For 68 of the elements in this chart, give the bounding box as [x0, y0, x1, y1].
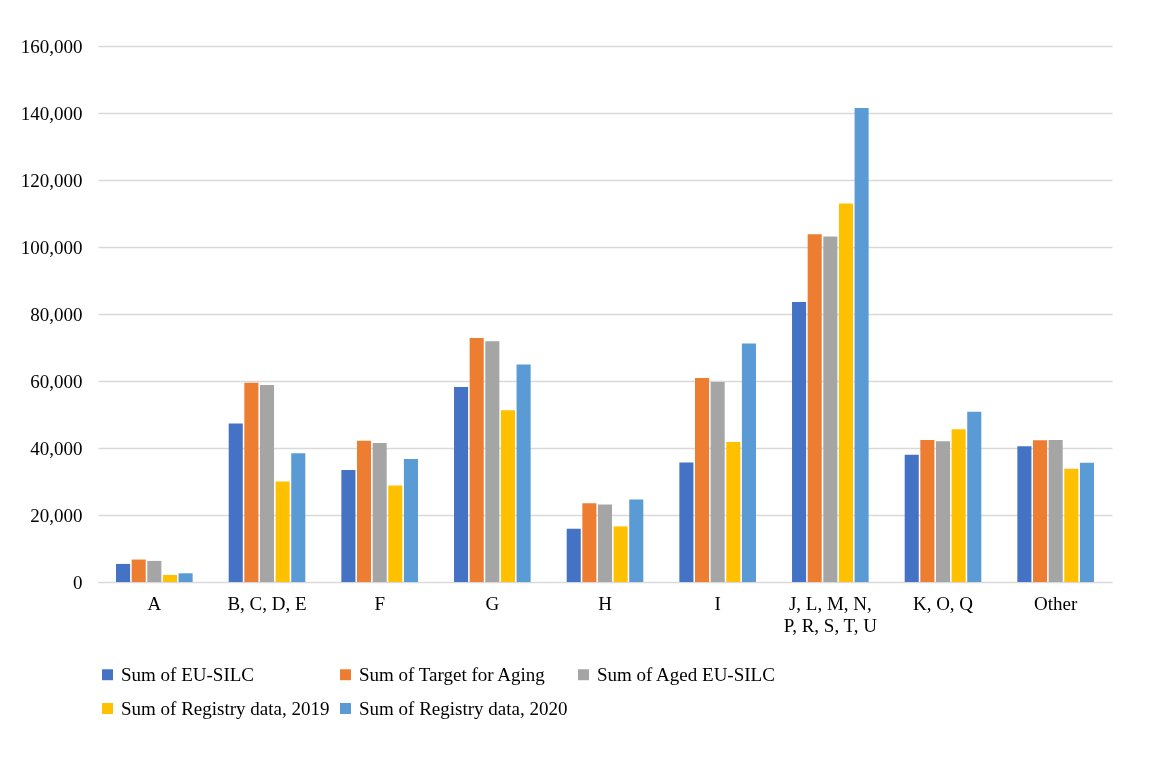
bar: [372, 442, 387, 582]
bar: [807, 234, 822, 582]
bar: [710, 382, 725, 582]
bar: [582, 503, 597, 582]
y-tick-label: 40,000: [30, 437, 83, 459]
bar: [566, 528, 581, 582]
bar: [967, 411, 982, 582]
x-tick-label: A: [147, 592, 162, 614]
legend-label: Sum of Registry data, 2020: [359, 697, 568, 719]
legend-label: Sum of EU-SILC: [121, 663, 254, 685]
bar: [291, 453, 306, 582]
legend-label: Sum of Target for Aging: [359, 663, 546, 685]
bar: [792, 301, 807, 582]
bar: [1064, 468, 1079, 582]
legend-label: Sum of Aged EU-SILC: [597, 663, 775, 685]
bar: [469, 338, 484, 582]
bar: [838, 203, 853, 582]
y-tick-label: 60,000: [30, 370, 83, 392]
bar: [854, 107, 869, 582]
bar: [679, 462, 694, 582]
y-tick-label: 0: [73, 571, 83, 593]
y-tick-label: 120,000: [20, 169, 83, 191]
x-tick-label: H: [598, 592, 613, 614]
bar: [1033, 440, 1048, 582]
y-tick-label: 160,000: [20, 35, 83, 57]
x-tick-label: K, O, Q: [912, 592, 974, 614]
bar: [388, 485, 403, 582]
bar: [116, 563, 131, 582]
bar: [403, 459, 418, 582]
x-tick-label: J, L, M, N, P, R, S, T, U: [783, 592, 878, 636]
x-tick-label: B, C, D, E: [227, 592, 307, 614]
bar: [244, 382, 259, 582]
bar: [920, 439, 935, 582]
bar: [357, 440, 372, 582]
bar: [629, 499, 644, 582]
bar: [1017, 446, 1032, 582]
x-tick-label: G: [485, 592, 500, 614]
bar: [695, 377, 710, 582]
bar: [454, 387, 469, 582]
bar: [500, 410, 515, 582]
bar: [516, 364, 531, 582]
bar: [1079, 462, 1094, 582]
bar: [1048, 439, 1063, 582]
bar: [228, 423, 243, 582]
bar: [162, 574, 177, 582]
bar: [904, 454, 919, 582]
y-tick-label: 100,000: [20, 236, 83, 258]
x-tick-label: F: [374, 592, 385, 614]
x-tick-label: I: [714, 592, 721, 614]
y-tick-label: 20,000: [30, 504, 83, 526]
x-tick-label: Other: [1034, 592, 1078, 614]
bar: [485, 341, 500, 582]
y-tick-label: 140,000: [20, 102, 83, 124]
bar: [613, 526, 628, 582]
bar: [951, 429, 966, 582]
bar: [147, 560, 162, 582]
bar: [935, 441, 951, 582]
bar: [597, 504, 613, 582]
bar: [275, 481, 290, 582]
bar: [823, 236, 838, 582]
y-tick-label: 80,000: [30, 303, 83, 325]
bar: [259, 385, 275, 582]
bar: [726, 441, 741, 582]
bar: [341, 470, 356, 582]
bar: [131, 559, 146, 582]
legend-label: Sum of Registry data, 2019: [121, 697, 330, 719]
bar: [178, 573, 193, 582]
bar: [741, 343, 756, 582]
